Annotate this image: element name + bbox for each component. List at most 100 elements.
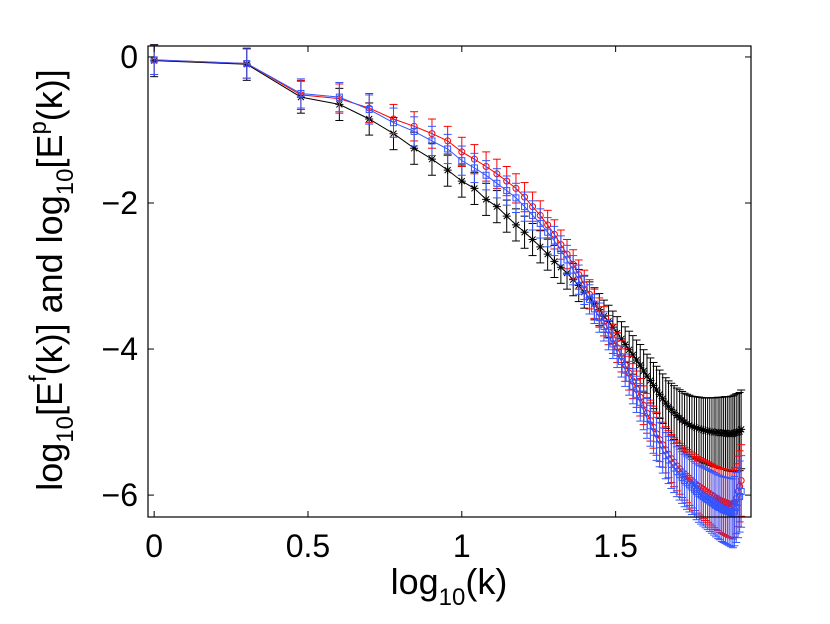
- data-point: [688, 483, 696, 491]
- data-point: [680, 418, 689, 427]
- data-point: [639, 366, 648, 375]
- data-point: [544, 228, 552, 236]
- data-point: [443, 166, 452, 175]
- data-point: [365, 106, 373, 114]
- data-point: [728, 429, 737, 438]
- data-point: [563, 256, 571, 264]
- data-point: [625, 345, 634, 354]
- data-point: [410, 127, 418, 135]
- data-point: [613, 349, 621, 357]
- data-point: [685, 481, 693, 489]
- data-point: [427, 155, 436, 164]
- data-point: [628, 350, 637, 359]
- data-point: [695, 424, 704, 433]
- data-point: [595, 314, 603, 322]
- data-point: [502, 212, 511, 221]
- data-point: [646, 376, 655, 385]
- y-tick-label: −2: [102, 185, 138, 221]
- data-point: [690, 423, 699, 432]
- data-point: [737, 425, 746, 434]
- data-point: [590, 305, 598, 313]
- data-point: [492, 202, 501, 211]
- data-point: [633, 390, 641, 398]
- plot-frame: [147, 45, 752, 518]
- data-point: [683, 419, 692, 428]
- data-point: [636, 361, 645, 370]
- data-point: [714, 428, 723, 437]
- data-point: [550, 237, 558, 245]
- data-point: [543, 250, 552, 259]
- data-point: [482, 171, 490, 179]
- data-point: [617, 357, 625, 365]
- x-tick-label: 0.5: [286, 528, 330, 564]
- series-blue: [150, 44, 746, 549]
- x-axis-label: log10(k): [391, 561, 508, 611]
- data-point: [482, 195, 491, 204]
- data-point: [649, 381, 658, 390]
- data-point: [470, 164, 478, 172]
- series-layer: [150, 44, 746, 549]
- data-point: [730, 429, 739, 438]
- data-point: [699, 426, 708, 435]
- data-point: [600, 322, 608, 330]
- data-point: [575, 276, 583, 284]
- data-point: [503, 187, 511, 195]
- data-point: [457, 177, 466, 186]
- data-point: [736, 493, 744, 501]
- data-point: [621, 366, 629, 374]
- y-tick-label: −6: [102, 477, 138, 513]
- data-point: [652, 385, 661, 394]
- data-point: [512, 194, 520, 202]
- data-point: [150, 56, 158, 64]
- data-point: [521, 203, 529, 211]
- data-point: [550, 257, 559, 266]
- data-point: [536, 242, 545, 251]
- x-tick-label: 1: [453, 528, 471, 564]
- data-point: [243, 60, 251, 68]
- data-point: [737, 487, 745, 495]
- data-point: [335, 93, 343, 101]
- data-point: [643, 372, 652, 381]
- data-point: [655, 390, 664, 399]
- y-tick-label: 0: [120, 39, 138, 75]
- data-point: [625, 374, 633, 382]
- data-point: [444, 145, 452, 153]
- data-point: [493, 179, 501, 187]
- data-point: [609, 340, 617, 348]
- data-point: [428, 137, 436, 145]
- data-point: [569, 266, 577, 274]
- data-point: [629, 382, 637, 390]
- data-point: [703, 426, 712, 435]
- ticks-layer: 0 0.5 1 1.5 0 −2 −4 −6: [102, 39, 751, 564]
- data-point: [605, 331, 613, 339]
- data-point: [707, 427, 716, 436]
- data-point: [617, 334, 626, 343]
- data-point: [585, 295, 593, 303]
- data-point: [557, 246, 565, 254]
- data-point: [725, 508, 733, 516]
- data-point: [511, 220, 520, 229]
- data-point: [693, 487, 701, 495]
- data-point: [458, 157, 466, 165]
- data-point: [528, 235, 537, 244]
- data-point: [681, 476, 689, 484]
- data-point: [580, 286, 588, 294]
- data-point: [685, 420, 694, 429]
- data-point: [683, 479, 691, 487]
- data-point: [297, 89, 305, 97]
- data-point: [730, 507, 738, 515]
- data-point: [661, 399, 670, 408]
- data-point: [697, 425, 706, 434]
- data-point: [536, 219, 544, 227]
- x-tick-label: 0: [145, 528, 163, 564]
- data-point: [632, 356, 641, 364]
- data-point: [529, 211, 537, 219]
- x-tick-label: 1.5: [593, 528, 637, 564]
- data-point: [721, 429, 730, 438]
- data-point: [390, 119, 398, 127]
- y-axis-label: log10[Ef(k)] and log10[Ep(k)]: [25, 69, 79, 491]
- data-point: [658, 394, 667, 403]
- data-point: [692, 423, 701, 432]
- y-tick-label: −4: [102, 331, 138, 367]
